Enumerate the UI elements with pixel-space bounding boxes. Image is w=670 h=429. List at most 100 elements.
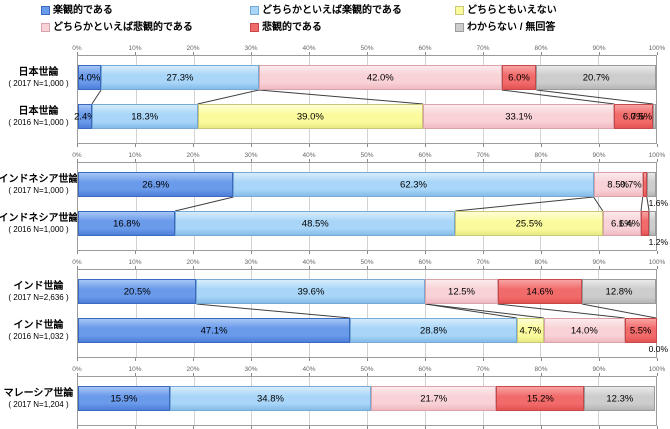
segment-label: 62.3%	[400, 179, 427, 190]
grid-line	[135, 163, 137, 250]
axis-tick	[425, 266, 426, 269]
segment-label: 0.7%	[620, 179, 642, 190]
x-axis: 0% 10% 20% 30% 40% 50% 60% 70% 80% 90% 100%	[72, 256, 665, 269]
legend-label: どちらかといえば悲観的である	[53, 22, 193, 33]
legend-swatch-pessimistic-icon	[250, 23, 259, 32]
row-name: 日本世論	[18, 66, 59, 78]
segment-label: 14.0%	[570, 325, 598, 336]
bar-segment	[649, 211, 656, 236]
plot-column: 0% 10% 20% 30% 40% 50% 60% 70% 80% 90% 100% 20.5% 39…	[72, 256, 668, 362]
axis-tick-label: 70%	[476, 366, 490, 373]
axis-tick	[193, 144, 194, 147]
axis-tick	[77, 426, 78, 429]
bar-segment: 6.0%	[501, 65, 537, 90]
axis-tick-label: 10%	[128, 366, 142, 373]
row-sample-size: ( 2017 N=2,636 )	[8, 292, 69, 302]
row-name: インド世論	[13, 319, 64, 331]
plot-column: 0% 10% 20% 30% 40% 50% 60% 70% 80% 90% 100% 4.0% 27.…	[72, 42, 665, 148]
axis-tick-label: 60%	[418, 366, 432, 373]
axis-tick	[657, 266, 658, 269]
row-label: インド世論( 2016 N=1,032 )	[0, 318, 77, 343]
segment-label: 1.6%	[648, 198, 668, 208]
axis-tick	[657, 52, 658, 55]
legend-item-pessimistic: 悲観的である	[250, 21, 322, 34]
bar-segment: 6.7%	[614, 104, 654, 129]
axis-tick	[77, 251, 78, 254]
legend-item-optimistic: 楽観的である	[41, 4, 113, 17]
axis-tick	[483, 266, 484, 269]
segment-label: 6.6%	[611, 218, 633, 229]
row-label: マレーシア世論( 2017 N=1,204 )	[0, 386, 77, 411]
grid-line	[367, 270, 368, 357]
segment-label: 14.6%	[526, 286, 554, 297]
axis-tick-label: 50%	[360, 259, 374, 266]
bar-segment: 26.9%	[78, 172, 234, 197]
axis-tick	[599, 52, 600, 55]
grid-line	[367, 163, 368, 250]
bar-segment: 18.3%	[91, 104, 198, 129]
axis-tick	[425, 373, 426, 376]
axis-tick	[367, 159, 368, 162]
axis-tick	[77, 373, 78, 376]
legend-item-somewhat-optimistic: どちらかといえば楽観的である	[250, 4, 402, 17]
axis-tick	[193, 159, 194, 162]
axis-tick-label: 40%	[302, 259, 316, 266]
axis-tick	[483, 426, 484, 429]
x-axis-bottom-ticks	[77, 358, 658, 362]
bar-segment: 6.6%	[602, 211, 641, 236]
axis-tick	[309, 426, 310, 429]
segment-label: 4.7%	[519, 325, 542, 336]
segment-label: 39.0%	[296, 111, 324, 122]
grid-line	[424, 56, 426, 143]
axis-tick-label: 30%	[244, 259, 258, 266]
bar-segment: 5.5%	[624, 318, 657, 343]
segment-label: 48.5%	[301, 218, 329, 229]
axis-tick	[657, 358, 658, 361]
axis-tick	[425, 159, 426, 162]
axis-tick	[251, 251, 252, 254]
bar-segment: 4.7%	[516, 318, 544, 343]
axis-tick	[309, 358, 310, 361]
segment-label: 34.8%	[256, 393, 284, 404]
axis-tick	[367, 426, 368, 429]
axis-tick	[251, 159, 252, 162]
grid-line	[135, 270, 137, 357]
axis-tick-label: 20%	[186, 259, 200, 266]
bar-segment: 39.0%	[197, 104, 424, 129]
grid-line	[251, 163, 253, 250]
axis-tick	[135, 144, 136, 147]
connector-line	[91, 89, 102, 105]
segment-label: 20.5%	[123, 286, 151, 297]
segment-label: 8.5%	[607, 179, 629, 190]
axis-tick-label: 100%	[648, 45, 666, 52]
grid-line	[193, 270, 195, 357]
row-name: 日本世論	[18, 105, 59, 117]
bar-segment: 28.8%	[350, 318, 517, 343]
connector-line	[536, 89, 654, 105]
segment-label: 6.0%	[508, 72, 530, 83]
legend-item-dont-know: わからない / 無回答	[455, 21, 555, 34]
legend-label: どちらともいえない	[467, 5, 557, 16]
row-name: マレーシア世論	[3, 387, 74, 399]
row-sample-size: ( 2016 N=1,000 )	[8, 117, 69, 127]
legend-swatch-optimistic-icon	[41, 6, 50, 15]
bar-segment: 12.5%	[425, 279, 498, 304]
segment-label: 12.5%	[448, 286, 475, 297]
connector-line	[581, 303, 656, 319]
axis-tick	[599, 373, 600, 376]
bar-segment: 2.4%	[74, 104, 96, 129]
bar-segment: 14.0%	[543, 318, 625, 343]
x-axis-bottom-ticks	[77, 144, 658, 148]
axis-tick	[599, 358, 600, 361]
connector-line	[258, 89, 424, 105]
bar-segment: 62.3%	[233, 172, 594, 197]
grid-line	[135, 56, 137, 143]
axis-tick-label: 40%	[302, 45, 316, 52]
chart-group: 日本世論( 2017 N=1,000 ) 日本世論( 2016 N=1,000 )…	[0, 42, 670, 148]
connector-line	[640, 196, 644, 212]
segment-label: 26.9%	[142, 179, 170, 190]
bar-segment: 34.8%	[169, 386, 372, 411]
axis-tick	[541, 358, 542, 361]
axis-tick	[541, 251, 542, 254]
